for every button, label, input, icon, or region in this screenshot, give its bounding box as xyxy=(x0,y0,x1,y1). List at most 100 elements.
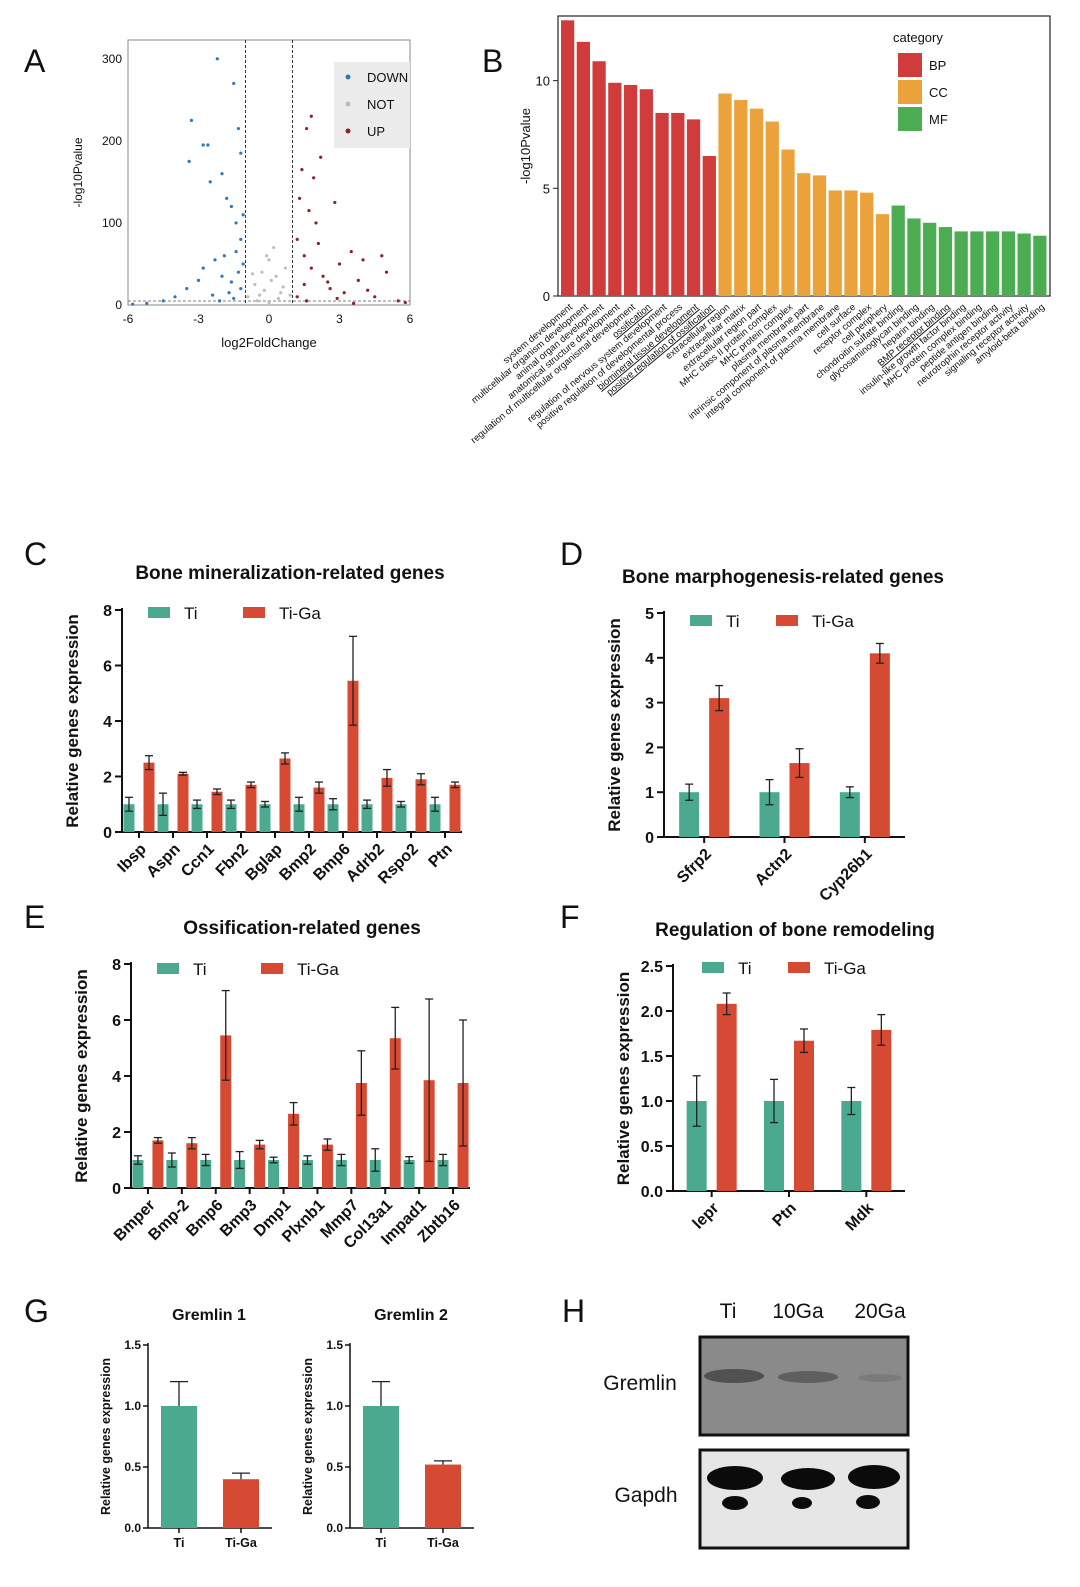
bar-ti xyxy=(759,792,780,837)
bar xyxy=(639,89,653,296)
legend-label: UP xyxy=(367,124,385,139)
point xyxy=(319,155,323,159)
point xyxy=(173,295,177,299)
bar-ti xyxy=(764,1101,784,1191)
legend-swatch xyxy=(898,53,922,77)
point xyxy=(396,299,400,303)
bar xyxy=(907,218,921,296)
legend: Ti Ti-Ga xyxy=(157,960,339,979)
bar-ti xyxy=(268,1160,280,1188)
y-tick-label: 4 xyxy=(103,714,112,731)
x-tick-label: 6 xyxy=(407,312,414,326)
bar-tiga xyxy=(313,787,325,832)
bar-ti xyxy=(157,804,169,832)
point xyxy=(283,266,288,270)
y-tick-label: 0 xyxy=(112,1181,121,1198)
y-tick-label: 1.0 xyxy=(124,1399,141,1413)
legend: Ti Ti-Ga xyxy=(690,612,854,631)
bar-tiga xyxy=(347,680,359,832)
bar-ti xyxy=(301,1160,313,1188)
point xyxy=(342,291,346,295)
point xyxy=(234,250,238,254)
y-axis-label: Relative genes expression xyxy=(63,614,82,828)
bar xyxy=(938,227,953,296)
point xyxy=(373,295,377,299)
y-tick-label: 0.0 xyxy=(641,1184,663,1201)
legend-label-ti: Ti xyxy=(738,959,752,978)
bar-ti xyxy=(361,804,373,832)
legend-swatch-ti xyxy=(702,962,724,973)
point xyxy=(366,288,370,292)
point xyxy=(239,151,243,155)
bar-ti xyxy=(369,1160,381,1188)
legend-label-tiga: Ti-Ga xyxy=(812,612,854,631)
y-tick-label: 1.5 xyxy=(326,1338,343,1352)
bar-ti xyxy=(293,804,305,832)
y-tick-label: 8 xyxy=(112,957,121,974)
series-down xyxy=(131,57,245,306)
y-tick-label: 10 xyxy=(536,74,550,89)
point xyxy=(403,300,407,305)
point xyxy=(281,285,285,289)
bar-ti xyxy=(841,1101,862,1191)
y-tick-label: 0.0 xyxy=(124,1521,141,1535)
legend-swatch-tiga xyxy=(243,607,265,618)
point xyxy=(236,270,241,274)
point xyxy=(276,296,280,301)
bar xyxy=(671,112,685,296)
y-tick-label: 0.5 xyxy=(326,1460,343,1474)
blot-band xyxy=(722,1496,748,1510)
legend-swatch-tiga xyxy=(788,962,810,973)
point xyxy=(361,258,365,262)
y-tick-label: 4 xyxy=(645,651,654,668)
x-tick-label: Ptn xyxy=(426,841,456,871)
point xyxy=(335,296,339,301)
point xyxy=(297,196,302,200)
bar-ti xyxy=(686,1101,707,1191)
panel-letter-E: E xyxy=(24,899,45,935)
y-tick-label: 0.0 xyxy=(326,1521,343,1535)
point xyxy=(255,299,259,303)
blot-band xyxy=(704,1369,764,1383)
bar-ti xyxy=(327,804,339,832)
point xyxy=(314,221,318,225)
bar-tiga xyxy=(288,1113,300,1188)
bar-tiga xyxy=(220,1035,232,1188)
point xyxy=(246,295,250,299)
y-tick-label: 5 xyxy=(543,181,550,196)
legend-swatch xyxy=(898,107,922,131)
y-tick-label: 0 xyxy=(103,825,112,842)
point xyxy=(227,291,231,295)
y-tick-label: 1.0 xyxy=(326,1399,343,1413)
bar-ti xyxy=(679,792,700,837)
y-tick-label: 3 xyxy=(645,696,654,713)
y-tick-label: 200 xyxy=(102,134,122,148)
point xyxy=(267,300,271,305)
point xyxy=(206,143,210,147)
panel-letter-A: A xyxy=(24,43,46,79)
y-tick-label: 300 xyxy=(102,52,122,66)
point xyxy=(220,172,224,176)
bar xyxy=(702,156,716,296)
y-tick-label: 4 xyxy=(112,1069,121,1086)
y-tick-label: 2.5 xyxy=(641,959,663,976)
point xyxy=(265,254,269,258)
legend-swatch xyxy=(898,80,922,104)
bar-tiga xyxy=(449,784,461,832)
bar-tiga xyxy=(254,1144,266,1188)
x-axis-label: log2FoldChange xyxy=(221,335,316,350)
y-tick-label: 6 xyxy=(112,1013,121,1030)
bar-ti xyxy=(395,804,407,832)
y-tick-label: 2.0 xyxy=(641,1004,663,1021)
point xyxy=(196,278,201,282)
x-tick-label: Sfrp2 xyxy=(674,846,715,887)
x-tick-label: Ti xyxy=(174,1536,185,1550)
bar-tiga xyxy=(177,773,189,832)
legend: Ti Ti-Ga xyxy=(148,604,321,623)
bar-tiga xyxy=(186,1143,198,1188)
point xyxy=(380,254,384,258)
y-axis-label: Relative genes expression xyxy=(301,1358,315,1515)
bar xyxy=(891,205,905,296)
bar xyxy=(797,173,811,296)
